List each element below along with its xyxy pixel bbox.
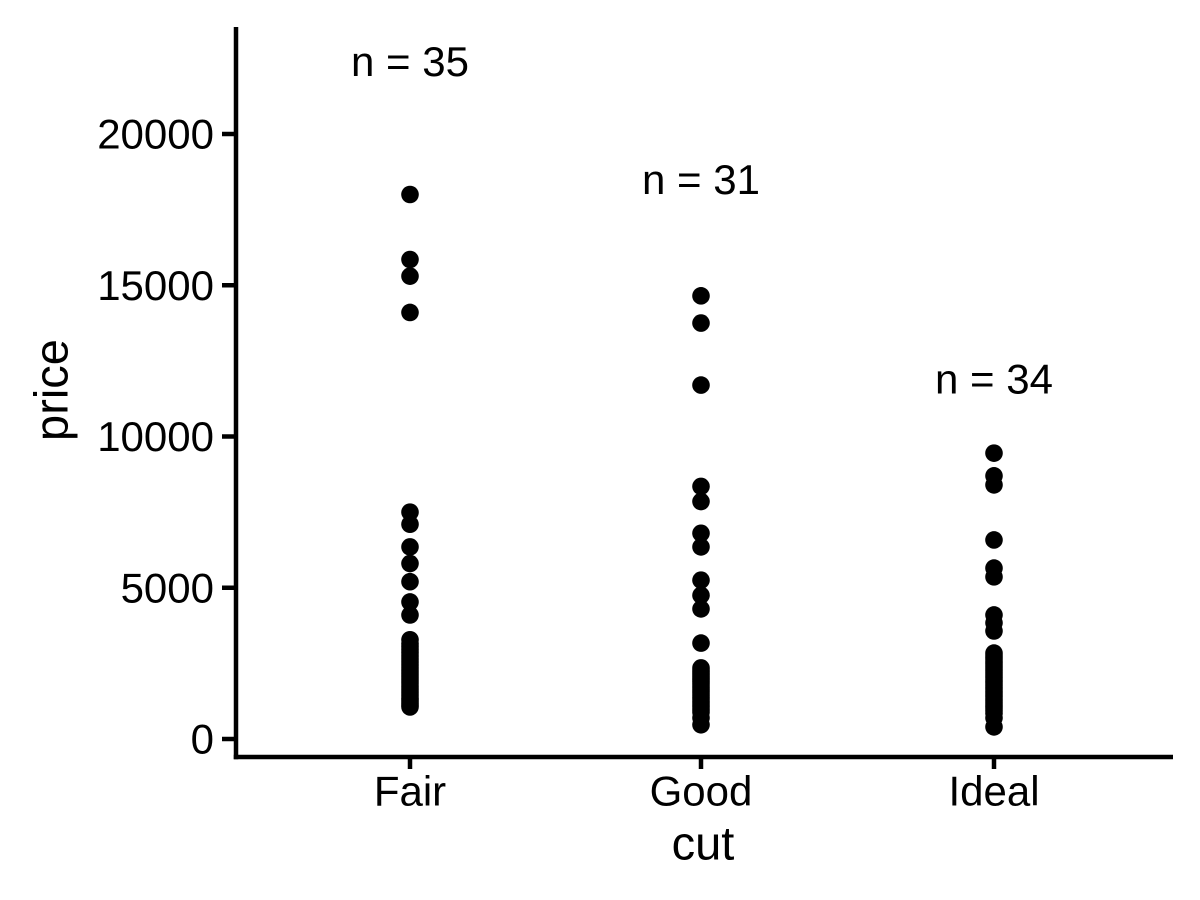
data-point [692, 287, 710, 305]
data-point [985, 568, 1003, 586]
x-tick-label: Ideal [948, 768, 1039, 815]
data-point [401, 515, 419, 534]
axes [222, 27, 1173, 769]
data-point [692, 524, 710, 543]
data-point [401, 554, 419, 573]
data-point [692, 376, 710, 394]
data-point [692, 492, 710, 511]
y-tick-label: 10000 [97, 413, 214, 460]
data-point [401, 503, 419, 521]
y-tick-label: 15000 [97, 262, 214, 309]
count-annotations: n = 35 n = 31 n = 34 [351, 38, 1053, 403]
axis-title-x: cut [672, 817, 735, 870]
data-point [401, 250, 419, 269]
series-fair [401, 185, 419, 716]
data-point [985, 622, 1003, 640]
count-annotation: n = 34 [935, 356, 1053, 403]
data-point [401, 185, 419, 204]
data-point [692, 715, 710, 734]
data-point [692, 314, 710, 332]
series-ideal [985, 444, 1003, 736]
data-point [692, 538, 710, 556]
series-good [692, 287, 710, 734]
data-point [985, 444, 1003, 462]
count-annotation: n = 31 [642, 156, 760, 203]
y-tick-label: 20000 [97, 111, 214, 158]
data-points [401, 185, 1003, 736]
data-point [692, 600, 710, 618]
axis-title-y: price [25, 339, 78, 441]
data-point [401, 538, 419, 556]
axis-labels: 0 5000 10000 15000 20000 Fair Good Ideal cut pric… [25, 111, 1040, 870]
count-annotation: n = 35 [351, 38, 469, 85]
x-tick-label: Good [650, 768, 753, 815]
data-point [692, 586, 710, 605]
data-point [401, 267, 419, 285]
data-point [401, 606, 419, 624]
data-point [692, 571, 710, 589]
x-tick-label: Fair [374, 768, 446, 815]
data-point [401, 572, 419, 591]
y-tick-label: 0 [191, 716, 214, 763]
data-point [985, 531, 1003, 549]
data-point [692, 634, 710, 652]
data-point [985, 718, 1003, 736]
data-point [401, 698, 419, 716]
data-point [401, 593, 419, 611]
data-point [985, 476, 1003, 494]
data-point [401, 303, 419, 322]
data-point [692, 477, 710, 496]
y-tick-label: 5000 [121, 564, 214, 611]
